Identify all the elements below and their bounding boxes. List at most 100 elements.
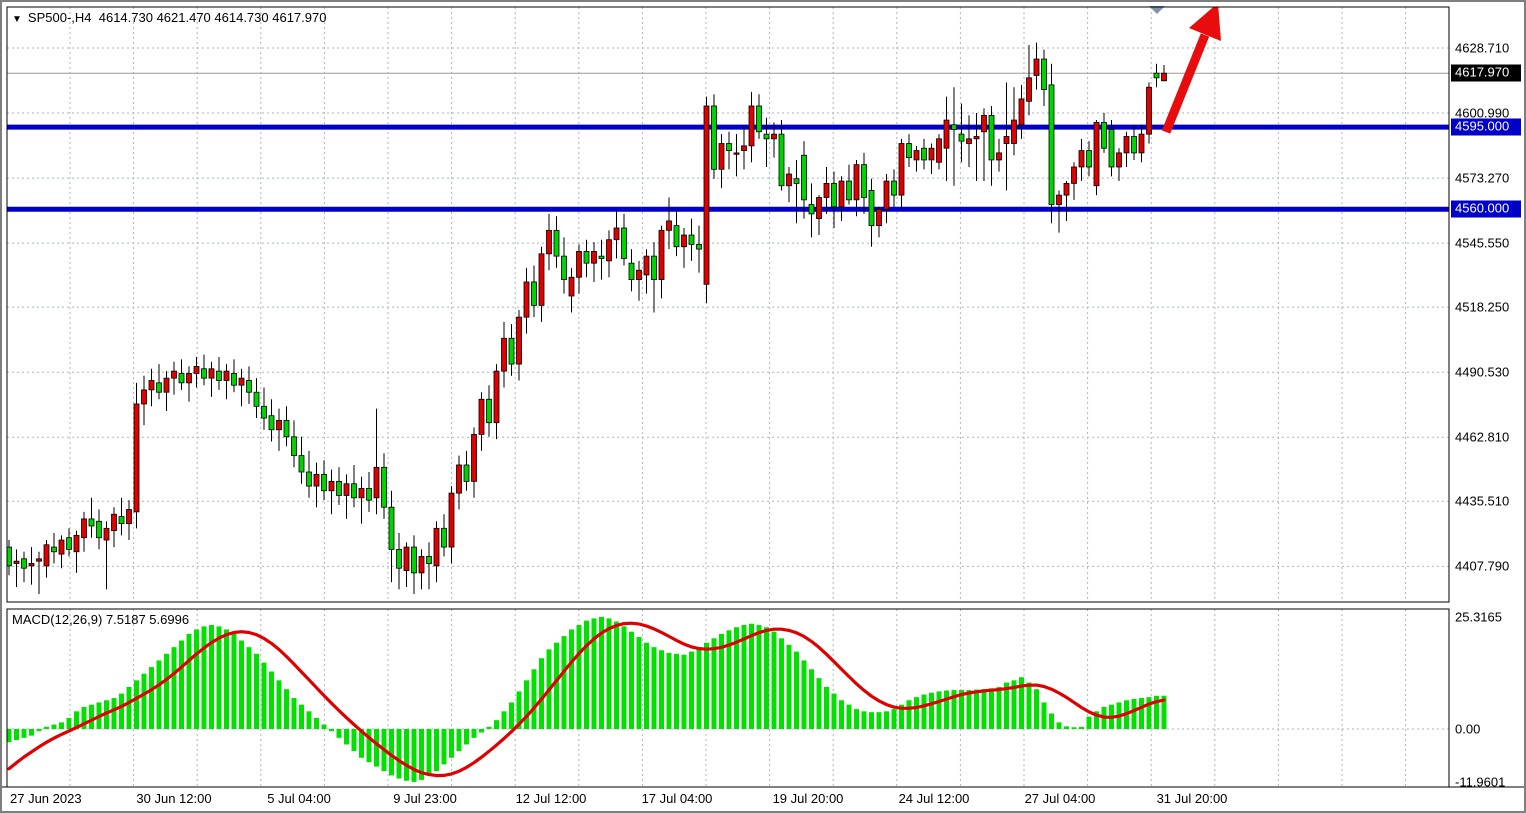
candle-body <box>268 415 275 431</box>
candle-body <box>283 419 290 438</box>
candle-body <box>906 143 912 158</box>
candle-body <box>478 398 485 435</box>
candle <box>501 321 507 388</box>
candle <box>186 366 192 402</box>
candle <box>471 427 477 498</box>
macd-histogram-bar <box>1004 682 1009 729</box>
candle-body <box>36 558 42 562</box>
macd-histogram-bar <box>1019 677 1024 729</box>
candle-body <box>748 105 755 147</box>
candle <box>951 87 957 186</box>
anchor-triangle-icon[interactable] <box>1149 6 1165 14</box>
macd-histogram-bar <box>1049 713 1054 729</box>
macd-tick-label: -11.9601 <box>1455 774 1506 790</box>
main-chart-pane[interactable] <box>7 7 1450 602</box>
candle-body <box>21 558 27 569</box>
candle <box>336 467 342 505</box>
macd-histogram-bar <box>861 711 867 729</box>
candle-body <box>358 488 365 499</box>
candle-body <box>553 229 560 257</box>
candle <box>703 96 710 304</box>
candle-body <box>321 473 327 492</box>
candle <box>313 462 320 508</box>
date-label: 19 Jul 20:00 <box>772 791 844 806</box>
candle <box>868 178 875 247</box>
macd-histogram-bar <box>539 658 544 729</box>
macd-histogram-bar <box>134 680 139 729</box>
candle-body <box>763 133 770 140</box>
candle <box>771 122 777 158</box>
trend-arrow[interactable] <box>1161 3 1221 134</box>
macd-pane[interactable] <box>7 609 1450 787</box>
trend-arrow-head[interactable] <box>1189 3 1221 41</box>
macd-tick-label: 25.3165 <box>1455 609 1502 625</box>
candle-body <box>373 466 380 499</box>
macd-histogram-bar <box>959 690 964 729</box>
candle <box>283 406 290 447</box>
candle-body <box>651 255 657 281</box>
candle-body <box>163 377 170 393</box>
candle-body <box>531 281 537 306</box>
candle-body <box>793 178 800 184</box>
candle <box>718 134 725 189</box>
candle <box>913 145 920 172</box>
candle <box>126 500 132 541</box>
macd-histogram-bar <box>531 669 537 729</box>
candle <box>1063 181 1070 221</box>
macd-histogram-bar <box>329 729 334 732</box>
macd-histogram-bar <box>111 698 117 729</box>
candle-body <box>1071 166 1077 184</box>
macd-histogram-bar <box>1041 702 1047 729</box>
candle <box>238 368 245 407</box>
candle <box>13 549 20 587</box>
candle <box>426 542 432 590</box>
macd-histogram-bar <box>1079 726 1084 729</box>
macd-histogram-bar <box>629 631 634 729</box>
candle <box>831 171 837 228</box>
candle <box>1041 49 1047 106</box>
date-label: 30 Jun 12:00 <box>136 791 212 806</box>
candle-body <box>216 370 222 381</box>
candle-body <box>1146 86 1152 135</box>
candle <box>1086 141 1092 177</box>
candle-body <box>7 546 12 567</box>
last-price-badge: 4617.970 <box>1451 64 1521 82</box>
candle <box>906 134 912 167</box>
candle-body <box>141 389 147 405</box>
candle <box>21 551 27 583</box>
candle <box>756 94 762 139</box>
trend-arrow-shaft[interactable] <box>1161 33 1210 134</box>
candle-body <box>966 138 972 144</box>
macd-histogram-bar <box>119 693 124 729</box>
macd-histogram-bar <box>1161 695 1167 729</box>
macd-histogram-bar <box>846 704 852 729</box>
candle <box>973 113 980 182</box>
candle-body <box>613 227 620 241</box>
macd-histogram-bar <box>1064 726 1069 729</box>
candle <box>816 195 822 236</box>
date-label: 27 Jul 04:00 <box>1024 791 1096 806</box>
candle-body <box>426 556 432 564</box>
candle-body <box>733 152 740 155</box>
macd-histogram-bar <box>74 711 79 729</box>
candle <box>651 242 657 313</box>
macd-histogram-bar <box>951 690 957 729</box>
candle <box>178 359 185 390</box>
macd-histogram-bar <box>921 694 927 729</box>
macd-values: 7.5187 5.6996 <box>105 612 190 627</box>
candle <box>876 206 882 238</box>
symbol-dropdown-icon[interactable]: ▼ <box>12 14 22 25</box>
candle <box>1146 82 1152 144</box>
candle <box>261 387 267 430</box>
macd-histogram-bar <box>89 704 94 729</box>
macd-histogram-bar <box>216 626 222 729</box>
candle <box>643 249 650 294</box>
macd-histogram-bar <box>974 689 979 729</box>
macd-histogram-bar <box>756 625 762 729</box>
date-label: 17 Jul 04:00 <box>641 791 713 806</box>
candle-body <box>508 337 515 365</box>
candle <box>351 464 357 508</box>
candle-body <box>898 143 905 196</box>
candle <box>508 324 515 376</box>
